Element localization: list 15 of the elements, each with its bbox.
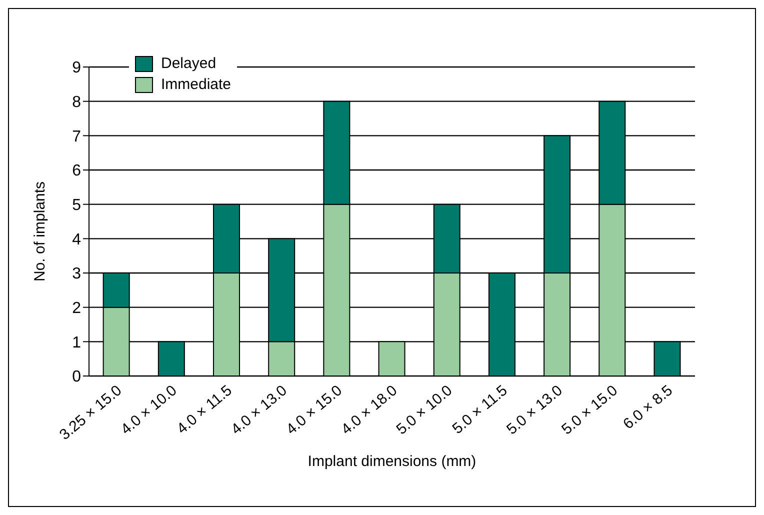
- y-tick-label: 6: [72, 162, 82, 180]
- y-tick-label: 9: [72, 60, 82, 77]
- y-tick-label: 0: [72, 368, 82, 386]
- y-tick-label: 7: [72, 128, 82, 146]
- y-axis-title: No. of implants: [31, 181, 48, 282]
- x-tick-label: 6.0 × 8.5: [620, 382, 676, 433]
- y-tick-label: 8: [72, 94, 82, 112]
- legend-label: Delayed: [161, 55, 216, 72]
- y-tick-label: 4: [72, 231, 82, 248]
- legend-label: Immediate: [161, 76, 232, 93]
- y-tick-label: 5: [72, 197, 82, 214]
- y-tick-label: 3: [72, 266, 82, 283]
- y-tick-label: 2: [72, 300, 82, 318]
- x-axis-title: Implant dimensions (mm): [308, 453, 476, 470]
- y-tick-label: 1: [72, 334, 82, 352]
